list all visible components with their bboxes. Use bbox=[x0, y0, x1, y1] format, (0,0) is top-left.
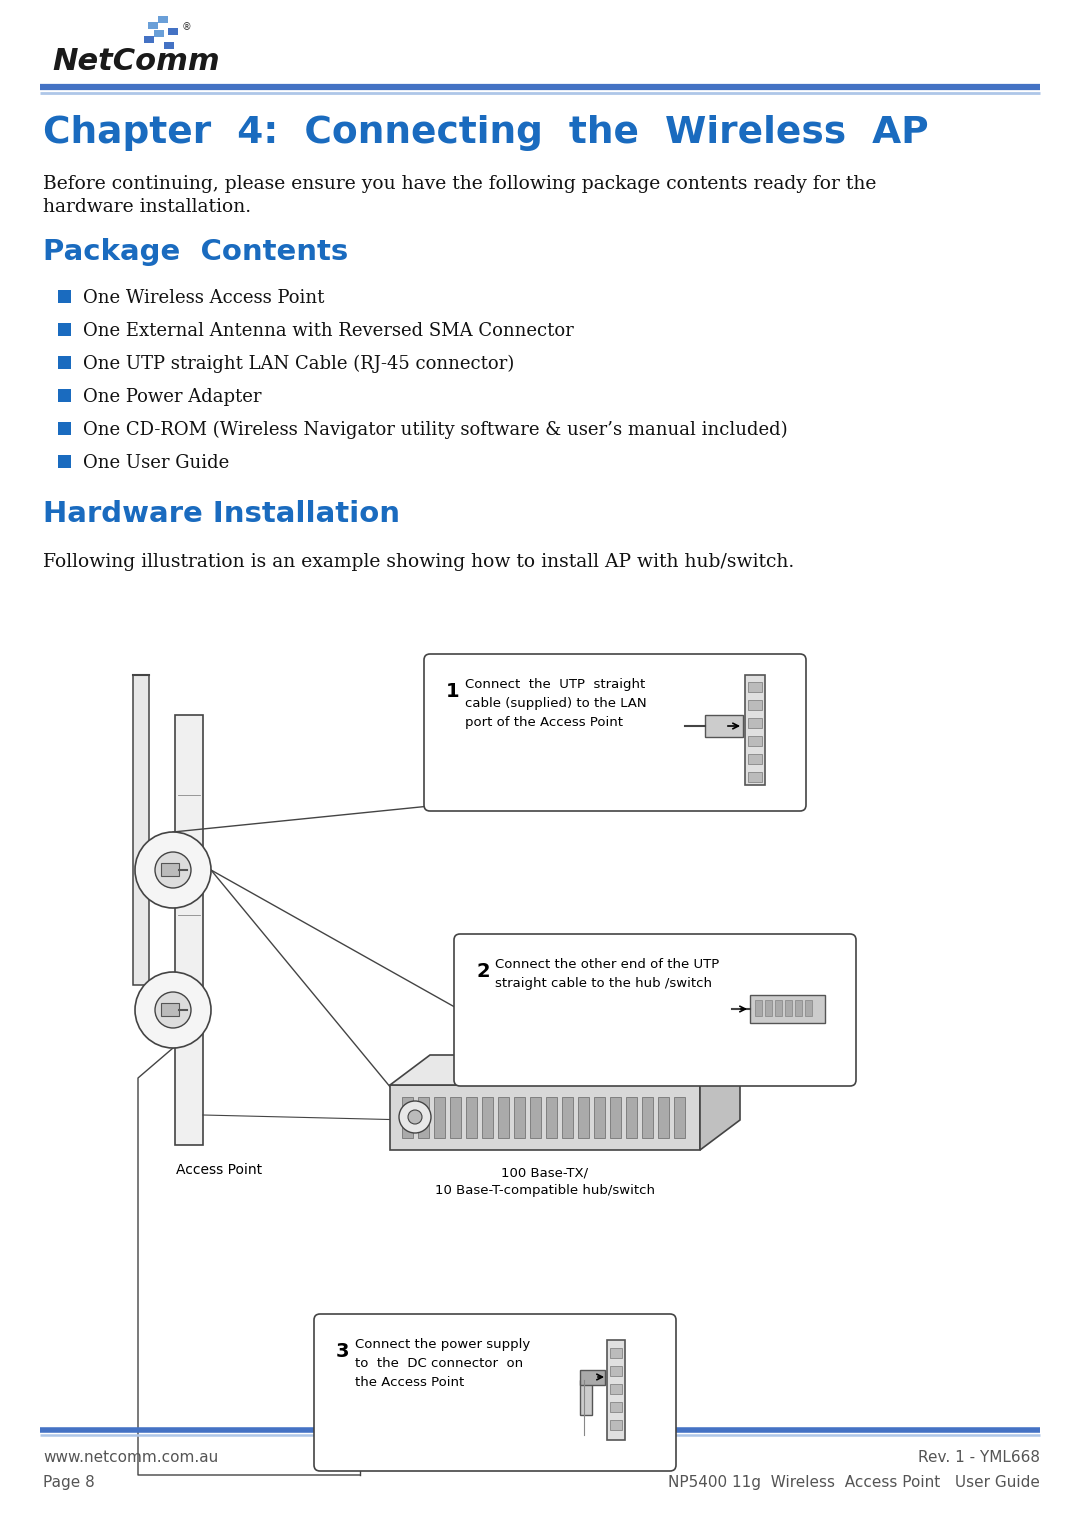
Bar bbox=[164, 41, 174, 49]
Circle shape bbox=[135, 972, 211, 1047]
Bar bbox=[161, 1003, 179, 1015]
Bar bbox=[748, 754, 762, 764]
Bar bbox=[498, 1096, 509, 1138]
Bar bbox=[175, 716, 203, 1145]
Text: Connect  the  UTP  straight
cable (supplied) to the LAN
port of the Access Point: Connect the UTP straight cable (supplied… bbox=[465, 677, 647, 729]
Bar bbox=[674, 1096, 685, 1138]
Bar bbox=[750, 995, 825, 1023]
Bar bbox=[465, 1096, 477, 1138]
Text: One User Guide: One User Guide bbox=[83, 454, 229, 472]
Text: Package  Contents: Package Contents bbox=[43, 239, 348, 266]
Bar bbox=[58, 323, 71, 336]
Text: Access Point: Access Point bbox=[176, 1164, 262, 1177]
Bar bbox=[514, 1096, 525, 1138]
Bar bbox=[755, 1000, 762, 1015]
Bar bbox=[748, 719, 762, 728]
Bar bbox=[450, 1096, 461, 1138]
Bar bbox=[748, 772, 762, 781]
Bar bbox=[58, 456, 71, 468]
Bar bbox=[58, 356, 71, 368]
FancyBboxPatch shape bbox=[314, 1313, 676, 1471]
Bar bbox=[144, 37, 154, 43]
Bar bbox=[795, 1000, 802, 1015]
Bar bbox=[133, 674, 149, 985]
Bar bbox=[562, 1096, 573, 1138]
Text: NP5400 11g  Wireless  Access Point   User Guide: NP5400 11g Wireless Access Point User Gu… bbox=[669, 1475, 1040, 1491]
Bar bbox=[161, 862, 179, 876]
Bar bbox=[610, 1096, 621, 1138]
Circle shape bbox=[408, 1110, 422, 1124]
Text: Connect the power supply
to  the  DC connector  on
the Access Point: Connect the power supply to the DC conne… bbox=[355, 1338, 530, 1388]
Text: One Wireless Access Point: One Wireless Access Point bbox=[83, 289, 324, 307]
Text: Page 8: Page 8 bbox=[43, 1475, 95, 1491]
Bar bbox=[748, 682, 762, 693]
Text: Connect the other end of the UTP
straight cable to the hub /switch: Connect the other end of the UTP straigh… bbox=[495, 959, 719, 989]
Bar bbox=[578, 1096, 589, 1138]
Text: www.netcomm.com.au: www.netcomm.com.au bbox=[43, 1451, 218, 1465]
Bar bbox=[148, 21, 158, 29]
Bar bbox=[748, 700, 762, 709]
Bar bbox=[748, 735, 762, 746]
Bar bbox=[580, 1370, 605, 1385]
Polygon shape bbox=[700, 1055, 740, 1150]
Bar bbox=[658, 1096, 669, 1138]
Bar bbox=[402, 1096, 413, 1138]
Bar bbox=[58, 422, 71, 434]
Bar bbox=[390, 1086, 700, 1150]
Bar bbox=[610, 1365, 622, 1376]
Circle shape bbox=[156, 992, 191, 1027]
Bar bbox=[775, 1000, 782, 1015]
Text: One Power Adapter: One Power Adapter bbox=[83, 388, 261, 407]
Bar bbox=[594, 1096, 605, 1138]
Bar bbox=[434, 1096, 445, 1138]
Text: Following illustration is an example showing how to install AP with hub/switch.: Following illustration is an example sho… bbox=[43, 553, 794, 570]
Bar bbox=[610, 1420, 622, 1430]
Text: Hardware Installation: Hardware Installation bbox=[43, 500, 400, 528]
Bar bbox=[580, 1381, 592, 1414]
Bar bbox=[482, 1096, 492, 1138]
Circle shape bbox=[135, 832, 211, 908]
Bar bbox=[805, 1000, 812, 1015]
Bar bbox=[58, 388, 71, 402]
Bar bbox=[418, 1096, 429, 1138]
Text: 3: 3 bbox=[336, 1342, 350, 1361]
Text: ®: ® bbox=[183, 21, 192, 32]
Bar bbox=[610, 1384, 622, 1394]
Bar bbox=[610, 1349, 622, 1358]
Bar bbox=[546, 1096, 557, 1138]
Text: NetComm: NetComm bbox=[52, 47, 219, 76]
Bar bbox=[785, 1000, 792, 1015]
Text: Before continuing, please ensure you have the following package contents ready f: Before continuing, please ensure you hav… bbox=[43, 174, 876, 193]
Text: hardware installation.: hardware installation. bbox=[43, 197, 252, 216]
FancyBboxPatch shape bbox=[424, 654, 806, 810]
Bar bbox=[530, 1096, 541, 1138]
Text: Rev. 1 - YML668: Rev. 1 - YML668 bbox=[918, 1451, 1040, 1465]
Bar bbox=[158, 15, 168, 23]
Bar bbox=[610, 1402, 622, 1411]
Bar bbox=[642, 1096, 653, 1138]
Bar bbox=[607, 1339, 625, 1440]
Circle shape bbox=[156, 852, 191, 888]
Polygon shape bbox=[390, 1055, 740, 1086]
Text: One CD-ROM (Wireless Navigator utility software & user’s manual included): One CD-ROM (Wireless Navigator utility s… bbox=[83, 420, 787, 439]
Bar bbox=[168, 28, 178, 35]
Bar bbox=[154, 31, 164, 37]
Bar bbox=[58, 291, 71, 303]
Bar bbox=[745, 674, 765, 784]
Circle shape bbox=[399, 1101, 431, 1133]
Text: 2: 2 bbox=[476, 962, 489, 982]
Bar bbox=[705, 716, 743, 737]
Text: Chapter  4:  Connecting  the  Wireless  AP: Chapter 4: Connecting the Wireless AP bbox=[43, 115, 929, 151]
Bar bbox=[765, 1000, 772, 1015]
Text: 100 Base-TX/
10 Base-T-compatible hub/switch: 100 Base-TX/ 10 Base-T-compatible hub/sw… bbox=[435, 1167, 654, 1197]
Text: 1: 1 bbox=[446, 682, 460, 700]
Bar bbox=[626, 1096, 637, 1138]
Text: One External Antenna with Reversed SMA Connector: One External Antenna with Reversed SMA C… bbox=[83, 323, 573, 339]
Text: One UTP straight LAN Cable (RJ-45 connector): One UTP straight LAN Cable (RJ-45 connec… bbox=[83, 355, 514, 373]
FancyBboxPatch shape bbox=[454, 934, 856, 1086]
